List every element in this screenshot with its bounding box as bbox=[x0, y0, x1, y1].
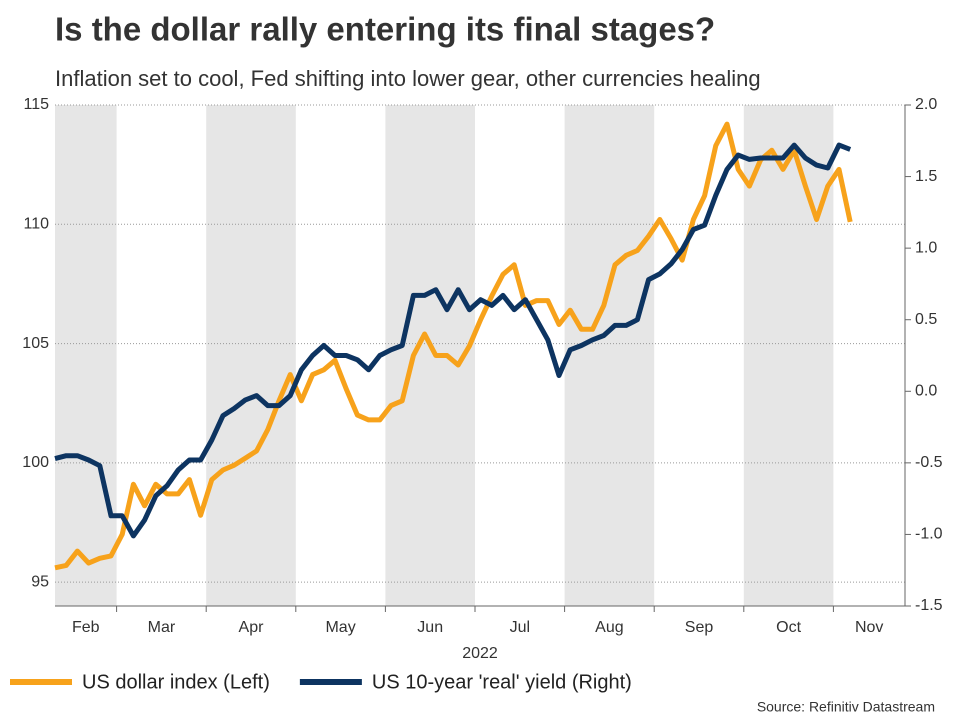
chart-title: Is the dollar rally entering its final s… bbox=[55, 11, 715, 48]
y2-tick-label: 1.5 bbox=[915, 168, 937, 185]
y2-tick-label: 0.5 bbox=[915, 311, 937, 328]
x-tick-label: Mar bbox=[148, 619, 176, 636]
x-tick-label: Aug bbox=[595, 619, 623, 636]
x-tick-label: Apr bbox=[239, 619, 265, 636]
x-tick-label: May bbox=[325, 619, 355, 636]
data-line bbox=[54, 142, 852, 539]
chart-subtitle: Inflation set to cool, Fed shifting into… bbox=[55, 66, 761, 91]
y-tick-label: 95 bbox=[31, 573, 49, 590]
y-tick-label: 100 bbox=[22, 454, 49, 471]
y-tick-label: 110 bbox=[23, 216, 49, 233]
x-tick-label: Sep bbox=[685, 619, 714, 636]
y2-tick-label: -0.5 bbox=[915, 454, 943, 471]
x-tick-label: Jun bbox=[417, 619, 443, 636]
legend-label: US dollar index (Left) bbox=[82, 671, 270, 693]
y-tick-label: 115 bbox=[23, 96, 49, 113]
y2-tick-label: 2.0 bbox=[915, 96, 937, 113]
month-band bbox=[743, 105, 834, 606]
month-band bbox=[206, 105, 296, 606]
y2-tick-label: 0.0 bbox=[915, 383, 937, 400]
month-band bbox=[564, 105, 655, 606]
month-band bbox=[55, 105, 117, 606]
x-tick-label: Oct bbox=[776, 619, 801, 636]
x-tick-label: Nov bbox=[855, 619, 883, 636]
x-tick-label: Jul bbox=[510, 619, 530, 636]
x-axis-label: 2022 bbox=[462, 645, 498, 662]
y2-tick-label: -1.5 bbox=[915, 597, 943, 614]
y2-tick-label: 1.0 bbox=[915, 239, 937, 256]
y-tick-label: 105 bbox=[22, 335, 49, 352]
x-tick-label: Feb bbox=[72, 619, 100, 636]
data-line bbox=[54, 121, 853, 571]
source: Source: Refinitiv Datastream bbox=[757, 699, 935, 715]
legend-label: US 10-year 'real' yield (Right) bbox=[372, 671, 632, 693]
y2-tick-label: -1.0 bbox=[915, 526, 943, 543]
month-band bbox=[385, 105, 475, 606]
